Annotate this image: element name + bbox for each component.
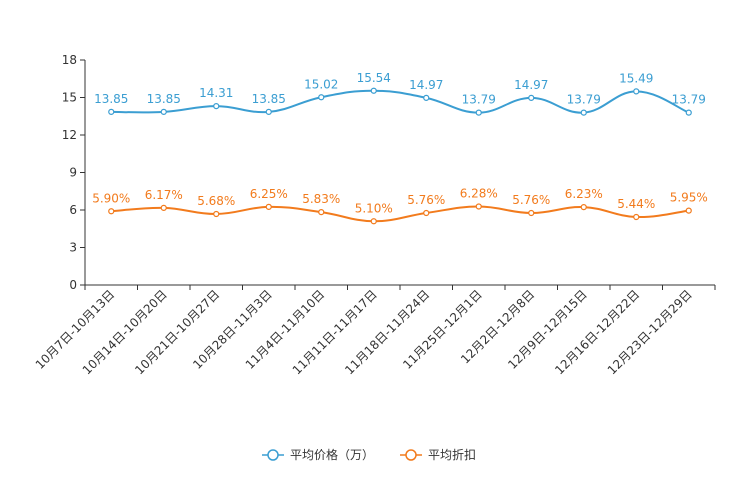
- data-point-price: [423, 94, 430, 101]
- data-label-discount: 5.90%: [92, 191, 130, 205]
- legend-label-price: 平均价格（万）: [290, 447, 374, 462]
- data-point-price: [318, 94, 325, 101]
- data-label-price: 13.85: [94, 92, 128, 106]
- data-label-discount: 6.23%: [565, 187, 603, 201]
- data-point-price: [108, 108, 115, 115]
- data-label-discount: 5.76%: [407, 193, 445, 207]
- data-label-price: 14.97: [514, 78, 548, 92]
- data-label-price: 13.79: [672, 93, 706, 107]
- y-tick-label: 3: [69, 241, 77, 255]
- data-label-price: 15.54: [357, 71, 391, 85]
- data-point-discount: [685, 207, 692, 214]
- data-label-price: 13.79: [567, 93, 601, 107]
- data-point-price: [213, 103, 220, 110]
- data-point-discount: [160, 204, 167, 211]
- data-point-discount: [265, 203, 272, 210]
- y-tick-label: 18: [62, 53, 77, 67]
- data-label-discount: 5.83%: [302, 192, 340, 206]
- data-point-discount: [580, 204, 587, 211]
- data-point-discount: [318, 209, 325, 216]
- y-tick-label: 15: [62, 91, 77, 105]
- data-point-discount: [633, 213, 640, 221]
- data-label-price: 14.31: [199, 86, 233, 100]
- legend-marker-discount: [405, 449, 417, 461]
- data-point-discount: [423, 209, 430, 217]
- data-point-price: [370, 87, 377, 94]
- data-label-price: 15.02: [304, 77, 338, 91]
- data-label-discount: 5.10%: [355, 201, 393, 215]
- data-label-discount: 6.17%: [145, 188, 183, 202]
- data-label-price: 13.85: [252, 92, 286, 106]
- legend-marker-price: [267, 449, 279, 461]
- data-label-discount: 5.95%: [670, 191, 708, 205]
- data-point-discount: [213, 210, 220, 218]
- data-point-discount: [370, 218, 377, 225]
- data-point-price: [685, 109, 692, 116]
- data-label-discount: 6.25%: [250, 187, 288, 201]
- data-point-discount: [475, 203, 482, 210]
- series-line-discount: [111, 205, 689, 223]
- data-label-discount: 6.28%: [460, 187, 498, 201]
- data-label-price: 13.85: [147, 92, 181, 106]
- data-label-price: 14.97: [409, 78, 443, 92]
- series-line-price: [111, 89, 690, 114]
- data-label-discount: 5.76%: [512, 193, 550, 207]
- data-point-price: [475, 109, 482, 116]
- y-tick-label: 9: [69, 166, 77, 180]
- data-point-price: [160, 108, 167, 115]
- data-label-price: 15.49: [619, 71, 653, 85]
- data-point-price: [265, 108, 272, 115]
- data-point-price: [528, 94, 535, 101]
- data-label-discount: 5.44%: [617, 197, 655, 211]
- data-point-discount: [528, 209, 535, 217]
- y-tick-label: 0: [69, 278, 77, 292]
- data-label-price: 13.79: [462, 93, 496, 107]
- data-point-price: [580, 109, 587, 116]
- data-point-discount: [108, 208, 115, 215]
- data-label-discount: 5.68%: [197, 194, 235, 208]
- y-tick-label: 6: [69, 203, 77, 217]
- data-point-price: [633, 88, 640, 95]
- legend-label-discount: 平均折扣: [428, 447, 476, 462]
- y-tick-label: 12: [62, 128, 77, 142]
